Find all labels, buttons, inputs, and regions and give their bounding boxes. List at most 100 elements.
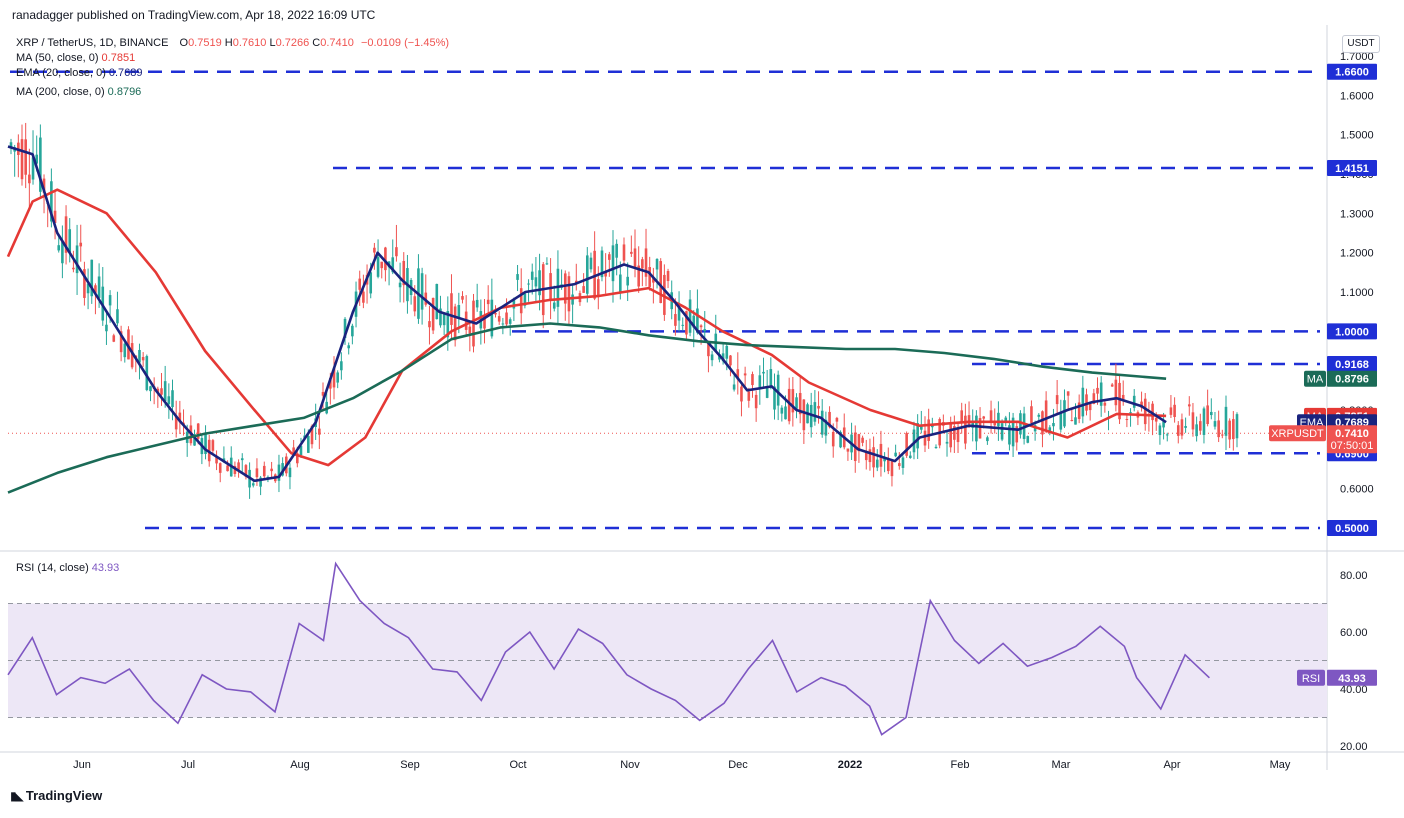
- candle-body: [920, 425, 923, 430]
- candle-body: [934, 446, 938, 449]
- candle-body: [138, 349, 141, 363]
- candle-body: [637, 265, 640, 287]
- candle-body: [538, 270, 541, 296]
- candle-body: [516, 274, 519, 280]
- candle-body: [619, 274, 622, 293]
- tradingview-logo[interactable]: ▮◣ TradingView: [10, 788, 102, 803]
- rsi-line[interactable]: [7, 561, 1210, 736]
- candle-body: [732, 384, 736, 390]
- candle-body: [747, 391, 751, 401]
- candle-body: [321, 391, 325, 396]
- candle-body: [736, 369, 740, 380]
- candle-body: [244, 465, 248, 477]
- candle-body: [288, 467, 292, 478]
- candle-body: [666, 271, 670, 282]
- candle-body: [886, 459, 890, 472]
- candle-body: [420, 273, 424, 310]
- candle-body: [329, 377, 332, 389]
- candle-body: [31, 157, 35, 180]
- rsi-tick-label: 40.00: [1340, 684, 1368, 696]
- low-label: L: [269, 37, 276, 49]
- time-tick-label: Jun: [73, 759, 91, 771]
- candle-body: [626, 276, 629, 286]
- ma50-line[interactable]: [6, 188, 1167, 467]
- ema20-line[interactable]: [7, 145, 1167, 483]
- ma200-line[interactable]: [7, 322, 1167, 494]
- candle-body: [1037, 414, 1041, 417]
- time-tick-label: Apr: [1163, 759, 1180, 771]
- candle-body: [615, 243, 618, 258]
- candle-body: [94, 285, 97, 293]
- candle-body: [600, 250, 604, 278]
- candle-body: [380, 261, 384, 269]
- price-value-badge: [1327, 323, 1377, 340]
- price-value-label: 0.7410: [1335, 428, 1369, 440]
- candle-body: [1169, 407, 1173, 415]
- candle-body: [332, 368, 336, 388]
- rsi-value-badge: [1327, 669, 1377, 686]
- candle-body: [351, 325, 354, 337]
- candle-body: [270, 468, 273, 472]
- ma200-label: MA (200, close, 0): [16, 86, 105, 98]
- candle-body: [204, 433, 207, 454]
- candle-body: [1129, 412, 1132, 414]
- candle-body: [780, 407, 784, 414]
- candle-body: [28, 174, 31, 184]
- candle-body: [1140, 401, 1143, 408]
- candle-body: [795, 397, 798, 409]
- rsi-value-label: 43.93: [1338, 673, 1366, 685]
- candle-body: [435, 283, 439, 320]
- symbol-legend: XRP / TetherUS, 1D, BINANCE O0.7519 H0.7…: [16, 36, 449, 50]
- rsi-tag-label: RSI: [1302, 673, 1320, 685]
- price-tick-label: 1.5000: [1340, 130, 1374, 142]
- price-tick-label: 1.1000: [1340, 287, 1374, 299]
- candle-body: [1198, 421, 1202, 431]
- candle-body: [42, 178, 46, 193]
- candle-body: [901, 457, 905, 468]
- candle-body: [1081, 387, 1085, 417]
- candle-body: [468, 326, 472, 334]
- candle-body: [864, 451, 868, 461]
- candle-body: [1070, 420, 1074, 422]
- price-tag-badge: [1304, 370, 1326, 387]
- candle-body: [119, 331, 123, 353]
- candle-body: [798, 392, 802, 415]
- currency-button[interactable]: USDT: [1342, 35, 1380, 53]
- candle-body: [663, 274, 666, 315]
- candle-body: [593, 250, 596, 299]
- candle-body: [820, 410, 824, 435]
- candle-body: [376, 257, 380, 277]
- candle-body: [512, 299, 516, 309]
- candle-body: [813, 402, 817, 422]
- candle-body: [240, 458, 244, 461]
- candle-body: [318, 428, 321, 435]
- candle-body: [160, 388, 163, 395]
- candle-body: [725, 345, 729, 359]
- candle-body: [611, 245, 615, 282]
- candle-body: [909, 455, 912, 458]
- candle-body: [373, 247, 376, 253]
- candle-body: [453, 306, 457, 341]
- candle-body: [75, 245, 79, 274]
- candle-body: [79, 242, 83, 247]
- candle-body: [875, 459, 879, 468]
- candle-body: [964, 415, 967, 444]
- candle-body: [167, 396, 171, 405]
- candle-body: [24, 139, 27, 175]
- candle-body: [53, 210, 57, 223]
- candle-body: [527, 283, 530, 285]
- candle-body: [86, 283, 90, 294]
- rsi-tick-label: 80.00: [1340, 570, 1368, 582]
- candle-body: [277, 464, 281, 481]
- candle-body: [50, 181, 53, 222]
- candle-body: [431, 297, 435, 331]
- candle-body: [446, 310, 450, 338]
- candle-body: [362, 291, 365, 303]
- candle-body: [1015, 426, 1019, 443]
- time-tick-label: May: [1270, 759, 1291, 771]
- candle-body: [39, 137, 42, 192]
- candle-body: [1044, 400, 1048, 431]
- ma50-legend: MA (50, close, 0) 0.7851: [16, 51, 135, 65]
- candle-body: [776, 374, 780, 406]
